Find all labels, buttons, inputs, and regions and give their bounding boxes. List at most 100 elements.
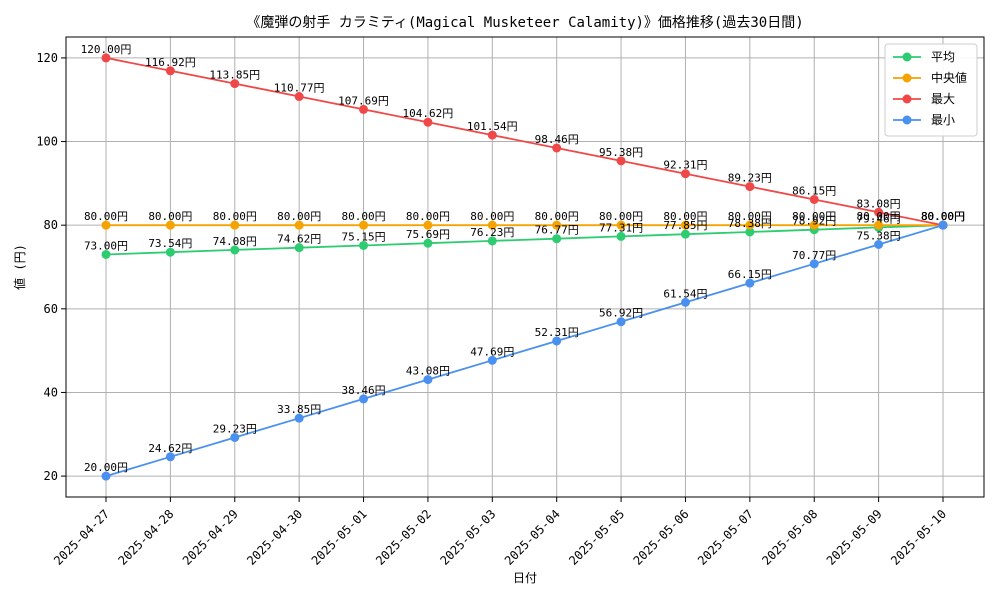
data-point (680, 169, 690, 179)
data-label: 80.00円 (792, 210, 836, 223)
series-group (101, 53, 948, 481)
legend-label: 最小 (931, 113, 955, 127)
y-tick-label: 120 (36, 51, 58, 65)
data-point (423, 375, 433, 385)
data-label: 73.00円 (84, 239, 128, 252)
x-tick-label: 2025-04-28 (116, 507, 177, 568)
data-label: 80.00円 (663, 210, 707, 223)
data-point (230, 220, 240, 230)
data-point (616, 231, 626, 241)
data-point (101, 53, 111, 63)
data-point (294, 220, 304, 230)
data-label: 29.23円 (213, 422, 257, 435)
data-point (616, 317, 626, 327)
data-label: 66.15円 (728, 268, 772, 281)
data-label: 24.62円 (148, 442, 192, 455)
data-point (101, 220, 111, 230)
data-point (874, 240, 884, 250)
y-axis: 20 40 60 80 100 120 (36, 51, 66, 483)
data-point (874, 220, 884, 230)
data-label: 80.00円 (599, 210, 643, 223)
x-tick-label: 2025-05-04 (502, 507, 563, 568)
data-label: 95.38円 (599, 146, 643, 159)
data-label: 101.54円 (467, 120, 518, 133)
data-label: 80.00円 (921, 210, 965, 223)
data-label: 20.00円 (84, 461, 128, 474)
plot-frame (65, 36, 985, 498)
data-point (745, 227, 755, 237)
y-tick-label: 100 (36, 135, 58, 149)
data-label: 80.00円 (857, 210, 901, 223)
data-label: 77.31円 (599, 221, 643, 234)
data-labels: 73.00円 73.54円 74.08円 74.62円 75.15円 75.69円 76.2… (81, 43, 965, 474)
data-label: 79.46円 (857, 212, 901, 225)
x-tick-label: 2025-05-03 (437, 507, 498, 568)
data-label: 80.00円 (148, 210, 192, 223)
x-tick-label: 2025-04-27 (51, 507, 112, 568)
data-label: 38.46円 (341, 384, 385, 397)
series-line (105, 224, 944, 477)
data-point (230, 79, 240, 89)
data-point (809, 194, 819, 204)
x-tick-label: 2025-05-08 (759, 507, 820, 568)
legend-label: 平均 (931, 50, 955, 64)
data-label: 80.00円 (84, 210, 128, 223)
legend-marker (902, 52, 912, 62)
data-point (294, 413, 304, 423)
data-label: 113.85円 (209, 69, 260, 82)
data-label: 83.08円 (857, 197, 901, 210)
data-point (294, 243, 304, 253)
data-point (230, 245, 240, 255)
data-point (552, 336, 562, 346)
data-point (552, 234, 562, 244)
data-label: 77.85円 (663, 219, 707, 232)
x-tick-label: 2025-05-02 (373, 507, 434, 568)
data-label: 80.00円 (406, 210, 450, 223)
data-point (745, 182, 755, 192)
data-label: 110.77円 (274, 82, 325, 95)
legend-marker (902, 73, 912, 83)
x-tick-label: 2025-05-09 (824, 507, 885, 568)
data-point (359, 240, 369, 250)
data-label: 89.23円 (728, 172, 772, 185)
data-label: 80.00円 (921, 210, 965, 223)
data-label: 56.92円 (599, 307, 643, 320)
x-tick-label: 2025-05-05 (566, 507, 627, 568)
data-point (101, 471, 111, 481)
data-label: 74.08円 (213, 235, 257, 248)
x-tick-label: 2025-05-10 (888, 507, 949, 568)
data-label: 33.85円 (277, 403, 321, 416)
data-point (487, 220, 497, 230)
data-label: 75.69円 (406, 228, 450, 241)
x-tick-label: 2025-05-06 (631, 507, 692, 568)
x-axis-title: 日付 (513, 571, 537, 585)
data-point (230, 432, 240, 442)
data-label: 86.15円 (792, 184, 836, 197)
data-point (938, 220, 948, 230)
x-tick-label: 2025-05-01 (309, 507, 370, 568)
data-point (423, 220, 433, 230)
data-label: 80.00円 (921, 210, 965, 223)
legend-marker (902, 94, 912, 104)
y-tick-label: 20 (44, 469, 58, 483)
data-label: 80.00円 (213, 210, 257, 223)
data-label: 116.92円 (145, 56, 196, 69)
data-point (294, 92, 304, 102)
data-point (165, 452, 175, 462)
data-label: 80.00円 (341, 210, 385, 223)
data-label: 47.69円 (470, 345, 514, 358)
data-point (423, 238, 433, 248)
data-label: 52.31円 (535, 326, 579, 339)
data-point (680, 297, 690, 307)
data-point (165, 66, 175, 76)
data-point (165, 220, 175, 230)
data-point (359, 220, 369, 230)
data-label: 104.62円 (403, 107, 454, 120)
x-tick-label: 2025-04-29 (180, 507, 241, 568)
x-tick-label: 2025-04-30 (244, 507, 305, 568)
data-point (616, 220, 626, 230)
data-label: 73.54円 (148, 237, 192, 250)
data-label: 80.00円 (728, 210, 772, 223)
